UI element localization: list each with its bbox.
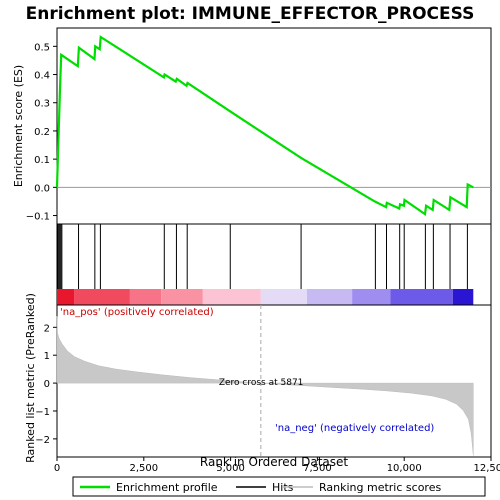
heat-bar-segment <box>390 289 453 305</box>
ranked-y-tick-label: 2 <box>44 323 50 334</box>
legend-label: Hits <box>272 481 294 494</box>
legend: Enrichment profile Hits Ranking metric sco… <box>80 481 441 494</box>
es-y-tick-label: 0.4 <box>34 71 50 82</box>
x-tick-label: 2,500 <box>129 463 158 474</box>
ranked-y-tick-label: 1 <box>44 351 50 362</box>
es-y-axis-label: Enrichment score (ES) <box>12 65 25 187</box>
legend-label: Ranking metric scores <box>319 481 441 494</box>
ranked-heat-bar <box>57 289 474 305</box>
x-tick-label: 12,500 <box>474 463 500 474</box>
zero-cross-label: Zero cross at 5871 <box>219 378 304 388</box>
heat-bar-segment <box>57 289 75 305</box>
es-y-tick-label: 0.0 <box>34 183 50 194</box>
heat-bar-segment <box>452 289 474 305</box>
ranked-y-tick-label: 0 <box>44 379 50 390</box>
es-y-tick-label: 0.5 <box>34 42 50 53</box>
x-tick-label: 5,000 <box>216 463 245 474</box>
legend-box <box>72 476 486 497</box>
legend-label: Enrichment profile <box>116 481 218 494</box>
positive-correlation-label: 'na_pos' (positively correlated) <box>60 307 214 318</box>
heat-bar-segment <box>74 289 130 305</box>
heat-bar-segment <box>129 289 162 305</box>
ranked-y-axis-label: Ranked list metric (PreRanked) <box>24 293 37 463</box>
enrichment-profile-line <box>55 35 474 217</box>
x-axis: 0 2,500 5,000 7,500 10,000 12,500 <box>54 457 500 474</box>
ranked-y-tick-label: −1 <box>35 407 50 418</box>
heat-bar-segment <box>202 289 261 305</box>
negative-correlation-label: 'na_neg' (negatively correlated) <box>275 423 434 434</box>
heat-bar-segment <box>352 289 391 305</box>
x-tick-label: 0 <box>54 463 60 474</box>
es-y-tick-label: 0.2 <box>34 127 50 138</box>
heat-bar-segment <box>161 289 203 305</box>
es-y-tick-label: 0.1 <box>34 155 50 166</box>
ranked-y-tick-label: −2 <box>35 435 50 446</box>
x-tick-label: 7,500 <box>303 463 332 474</box>
x-axis-label: Rank in Ordered Dataset <box>200 455 348 469</box>
es-y-tick-label: −0.1 <box>26 212 50 223</box>
enrichment-panel-frame <box>56 27 492 225</box>
heat-bar-segment <box>260 289 307 305</box>
ranked-y-axis: −2 −1 0 1 2 <box>35 323 57 446</box>
es-y-tick-label: 0.3 <box>34 99 50 110</box>
heat-bar-segment <box>306 289 353 305</box>
chart-title: Enrichment plot: IMMUNE_EFFECTOR_PROCESS <box>26 4 475 24</box>
hit-markers <box>57 224 468 289</box>
x-tick-label: 10,000 <box>387 463 422 474</box>
es-y-axis: −0.1 0.0 0.1 0.2 0.3 0.4 0.5 <box>26 42 57 223</box>
